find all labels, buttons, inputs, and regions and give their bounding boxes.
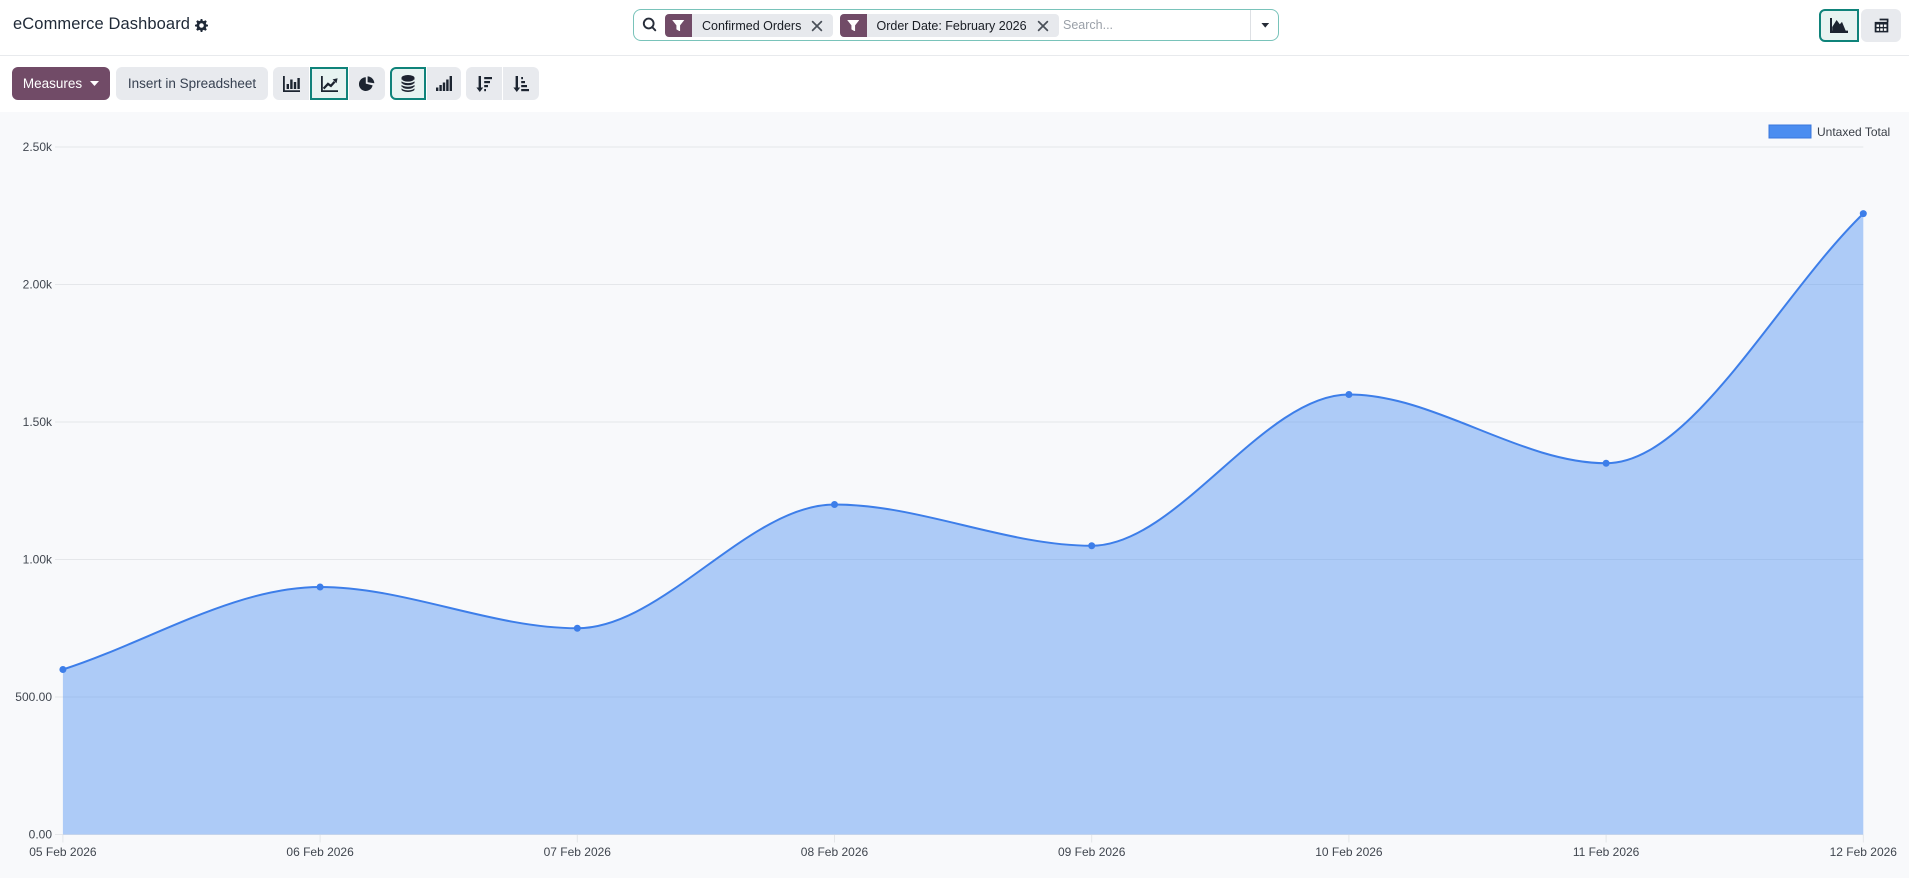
svg-text:08 Feb 2026: 08 Feb 2026 bbox=[801, 845, 869, 859]
svg-text:Untaxed Total: Untaxed Total bbox=[1817, 125, 1890, 139]
svg-text:06 Feb 2026: 06 Feb 2026 bbox=[286, 845, 354, 859]
svg-text:12 Feb 2026: 12 Feb 2026 bbox=[1830, 845, 1898, 859]
svg-text:500.00: 500.00 bbox=[15, 690, 52, 704]
svg-text:10 Feb 2026: 10 Feb 2026 bbox=[1315, 845, 1383, 859]
svg-text:07 Feb 2026: 07 Feb 2026 bbox=[544, 845, 612, 859]
svg-text:05 Feb 2026: 05 Feb 2026 bbox=[29, 845, 97, 859]
svg-text:0.00: 0.00 bbox=[29, 828, 53, 842]
svg-text:2.00k: 2.00k bbox=[23, 278, 53, 292]
svg-text:1.50k: 1.50k bbox=[23, 415, 53, 429]
svg-text:11 Feb 2026: 11 Feb 2026 bbox=[1573, 845, 1640, 859]
svg-text:2.50k: 2.50k bbox=[23, 140, 53, 154]
svg-text:09 Feb 2026: 09 Feb 2026 bbox=[1058, 845, 1126, 859]
svg-text:1.00k: 1.00k bbox=[23, 553, 53, 567]
